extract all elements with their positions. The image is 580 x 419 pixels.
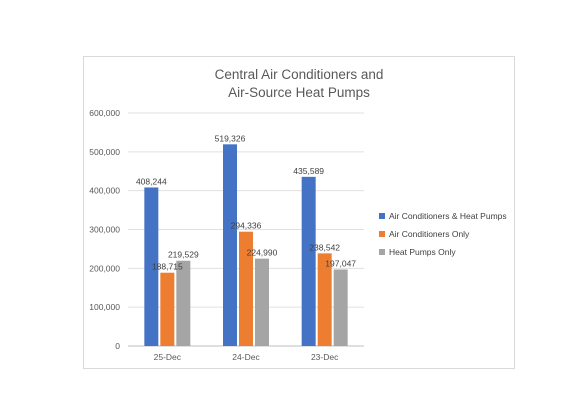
legend-swatch [379, 231, 385, 237]
x-tick-label: 24-Dec [232, 352, 260, 362]
bar [317, 253, 332, 346]
data-label: 224,990 [247, 248, 278, 258]
legend-label: Heat Pumps Only [389, 247, 456, 257]
legend-swatch [379, 213, 385, 219]
data-label: 188,715 [152, 262, 183, 272]
data-label: 435,589 [293, 166, 324, 176]
legend: Air Conditioners & Heat Pumps Air Conditi… [379, 211, 507, 257]
y-tick-label: 400,000 [89, 186, 120, 196]
data-label: 238,542 [309, 242, 340, 252]
data-label: 197,047 [325, 258, 356, 268]
bar [160, 272, 175, 346]
y-tick-label: 0 [115, 341, 120, 351]
y-tick-label: 500,000 [89, 147, 120, 157]
y-axis-ticks: 0 100,000 200,000 300,000 400,000 500,000 600,… [89, 108, 120, 351]
y-tick-label: 300,000 [89, 225, 120, 235]
y-tick-label: 600,000 [89, 108, 120, 118]
x-tick-label: 23-Dec [311, 352, 339, 362]
bar [144, 187, 159, 346]
chart-title-line-1: Central Air Conditioners and [215, 67, 384, 82]
data-label: 294,336 [231, 221, 262, 231]
bar [333, 269, 348, 346]
chart-title-line-2: Air-Source Heat Pumps [228, 85, 370, 100]
y-tick-label: 200,000 [89, 263, 120, 273]
legend-swatch [379, 249, 385, 255]
data-labels: 408,244 188,715 219,529 519,326 294,336 224,9… [136, 133, 356, 271]
data-label: 219,529 [168, 250, 199, 260]
bar [255, 258, 269, 346]
bar [301, 176, 316, 346]
legend-label: Air Conditioners & Heat Pumps [389, 211, 507, 221]
bars [144, 144, 348, 346]
bar [223, 144, 237, 346]
y-tick-label: 100,000 [89, 302, 120, 312]
data-label: 408,244 [136, 176, 167, 186]
bar [176, 260, 191, 346]
data-label: 519,326 [215, 133, 246, 143]
x-tick-label: 25-Dec [154, 352, 182, 362]
x-axis-ticks: 25-Dec 24-Dec 23-Dec [154, 352, 339, 362]
legend-label: Air Conditioners Only [389, 229, 470, 239]
bar [239, 231, 253, 346]
